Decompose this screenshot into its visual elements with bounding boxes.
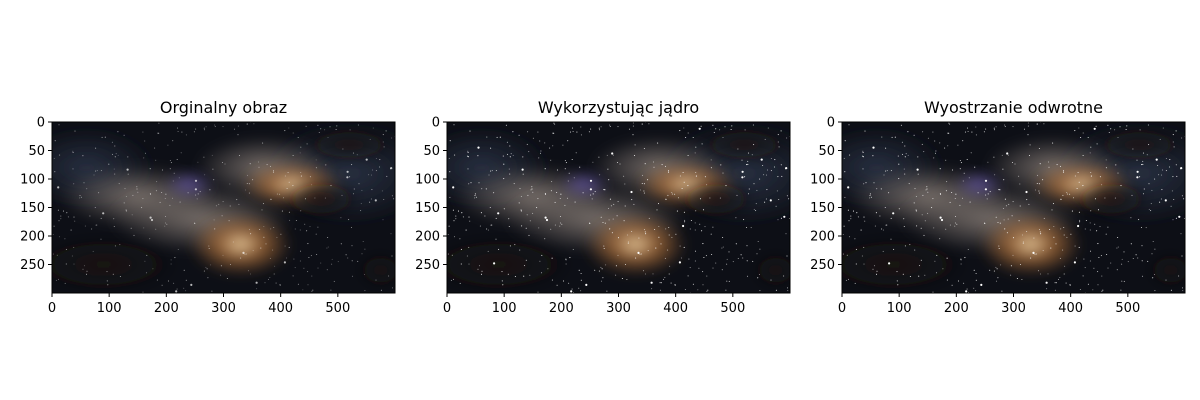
x-tick-label: 100	[97, 301, 122, 316]
x-tick-label: 200	[154, 301, 179, 316]
y-tick-label: 100	[415, 173, 440, 188]
x-tick-label: 200	[549, 301, 574, 316]
x-tick-label: 0	[48, 301, 56, 316]
x-tick-label: 400	[268, 301, 293, 316]
y-tick-label: 250	[20, 258, 45, 273]
y-tick-label: 0	[827, 116, 835, 131]
y-tick-label: 100	[20, 173, 45, 188]
axes-panel-2: Wykorzystując jądro 0 100 200 300 400 500 0 50 10…	[415, 98, 791, 316]
axes-panel-3: Wyostrzanie odwrotne 0 100 200 300 400 500 0 50 1…	[810, 98, 1186, 316]
y-tick-label: 50	[423, 144, 440, 159]
y-tick-label: 100	[810, 173, 835, 188]
x-tick-label: 300	[1001, 301, 1026, 316]
y-tick-label: 150	[415, 201, 440, 216]
x-tick-label: 100	[887, 301, 912, 316]
x-tick-label: 400	[1058, 301, 1083, 316]
y-tick-label: 250	[415, 258, 440, 273]
y-tick-label: 0	[37, 116, 45, 131]
x-tick-label: 200	[944, 301, 969, 316]
x-tick-label: 300	[211, 301, 236, 316]
y-tick-label: 200	[810, 230, 835, 245]
x-tick-label: 500	[1115, 301, 1140, 316]
x-tick-label: 500	[325, 301, 350, 316]
y-tick-label: 200	[415, 230, 440, 245]
panel-title: Wyostrzanie odwrotne	[924, 98, 1103, 117]
y-tick-label: 50	[28, 144, 45, 159]
x-tick-label: 100	[492, 301, 517, 316]
milky-way-image	[447, 122, 790, 293]
y-tick-label: 0	[432, 116, 440, 131]
x-tick-label: 300	[606, 301, 631, 316]
y-tick-label: 200	[20, 230, 45, 245]
y-tick-label: 150	[810, 201, 835, 216]
panel-title: Orginalny obraz	[160, 98, 287, 117]
y-tick-label: 150	[20, 201, 45, 216]
y-tick-label: 250	[810, 258, 835, 273]
axes-panel-1: Orginalny obraz 0 100 200 300 400 500 0 50 100 150…	[20, 98, 396, 316]
panel-title: Wykorzystując jądro	[538, 98, 699, 117]
y-tick-label: 50	[818, 144, 835, 159]
x-tick-label: 0	[838, 301, 846, 316]
milky-way-image	[52, 122, 395, 293]
x-tick-label: 400	[663, 301, 688, 316]
x-tick-label: 0	[443, 301, 451, 316]
x-tick-label: 500	[720, 301, 745, 316]
milky-way-image	[842, 122, 1185, 293]
